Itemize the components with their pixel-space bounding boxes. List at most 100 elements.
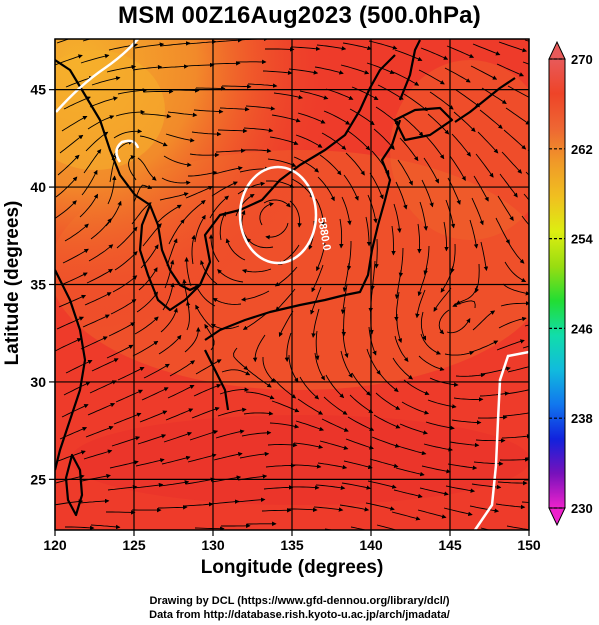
streamline [265,463,296,468]
streamline [79,193,98,218]
streamline [115,389,143,403]
streamline [233,347,249,371]
streamline [420,47,449,60]
streamline [433,287,452,312]
streamline [498,41,528,53]
streamline [133,482,164,489]
streamline [403,534,430,543]
streamline [160,307,178,333]
coastline-japan [204,119,402,341]
streamline [217,269,244,283]
streamline [375,392,401,410]
streamline [295,420,325,432]
streamline [293,156,319,173]
streamline [262,70,293,75]
streamline [194,526,225,530]
streamline [349,108,375,126]
streamline [420,311,427,341]
streamline [475,438,506,443]
y-tick-label: 45 [30,82,46,98]
streamline [393,489,423,499]
streamline [193,383,222,397]
streamline [292,464,322,469]
streamline [310,286,322,315]
streamline [477,415,508,420]
streamline [235,497,266,503]
x-tick-label: 145 [438,537,462,553]
streamline [469,219,479,249]
streamline [159,480,190,487]
streamline [480,527,491,530]
colorbar-tick-label: 270 [571,52,593,67]
streamline [449,155,466,181]
streamline [110,299,137,315]
streamline [429,377,459,387]
streamline [470,65,498,80]
streamline [443,221,449,252]
streamline [522,61,529,65]
coastline-korea [138,204,201,312]
streamline [222,84,252,89]
streamline [90,218,112,240]
coastline-taiwan [64,453,84,517]
streamline [395,467,425,477]
streamline [480,241,489,272]
x-tick-label: 120 [43,537,67,553]
streamline [160,41,191,47]
streamline [184,326,201,353]
streamline [401,401,430,415]
streamline [217,407,247,417]
streamline [239,166,270,173]
streamline [427,399,457,409]
streamline [474,263,480,293]
streamline [55,338,82,352]
streamline [421,179,434,208]
streamline [453,111,476,133]
streamline [429,91,454,110]
streamline [471,197,484,226]
streamline [284,332,292,363]
streamline [472,43,501,56]
streamline [56,39,70,44]
streamline [377,84,404,100]
streamline [417,509,447,519]
streamline [211,181,238,197]
streamline [315,484,346,490]
y-tick-label: 40 [30,179,46,195]
streamline [316,242,326,272]
streamline [351,86,379,100]
streamline [57,154,80,176]
streamline [365,216,372,247]
streamline [397,159,413,186]
streamline [496,63,524,77]
streamline [295,134,323,148]
streamline [373,414,401,429]
streamline [366,348,381,375]
streamline [80,53,110,64]
streamline [392,71,420,86]
streamline [105,200,122,227]
streamline [89,380,117,394]
streamline [499,457,529,462]
streamline [262,357,276,383]
streamline [393,203,402,233]
streamline [87,402,116,416]
streamline [55,200,77,219]
streamline [503,129,527,150]
streamline [215,429,245,439]
coastline-china [55,269,87,471]
streamline [471,483,502,490]
streamline [242,312,268,330]
contour-lines [55,39,529,530]
streamline [418,69,445,85]
colorbar-tick-label: 246 [571,321,593,336]
y-tick-label: 30 [30,374,46,390]
streamline [293,442,324,449]
streamline [84,292,112,306]
streamline [475,153,494,178]
streamline [158,334,182,355]
streamline [444,67,471,83]
streamline [420,333,441,355]
streamline [273,533,302,535]
